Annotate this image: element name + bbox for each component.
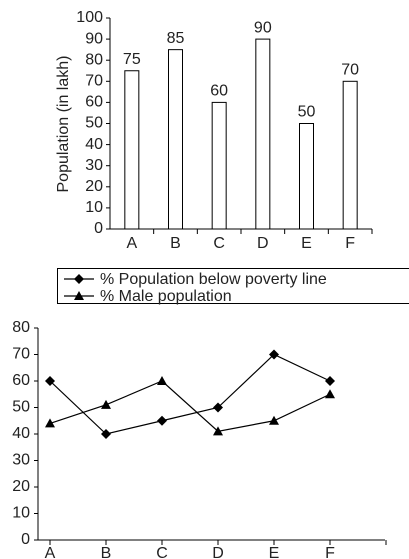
bar [211,101,227,230]
triangle-marker [213,426,223,436]
bar [255,38,271,230]
x-tick-label: B [101,545,112,559]
triangle-marker [74,291,84,300]
y-tick-label: 10 [12,505,30,522]
y-tick-label: 80 [12,319,30,336]
triangle-marker [325,389,335,399]
y-tick-label: 70 [12,346,30,363]
y-tick-label: 20 [85,178,103,195]
y-tick-label: 40 [85,136,103,153]
legend-label: % Population below poverty line [100,271,327,288]
y-tick-label: 80 [85,51,103,68]
x-tick-label: E [301,235,312,252]
y-tick-label: 60 [12,372,30,389]
y-tick-label: 100 [76,9,103,26]
data-label: 60 [210,83,228,100]
x-tick-label: E [269,545,280,559]
bar [299,123,314,230]
data-label: 70 [341,62,359,79]
y-tick-label: 10 [85,199,103,216]
x-tick-label: B [170,235,181,252]
y-axis-label: Population (in lakh) [55,56,72,193]
legend-label: % Male population [100,288,232,305]
y-tick-label: 30 [12,452,30,469]
diamond-marker [45,376,55,386]
y-tick-label: 70 [85,73,103,90]
diamond-marker [101,429,111,439]
legend-box [57,268,409,304]
triangle-marker [101,399,111,409]
diamond-marker [213,402,223,413]
x-tick-label: F [325,545,335,559]
triangle-marker [45,418,55,428]
y-tick-label: 30 [85,157,103,174]
x-tick-label: C [213,235,225,252]
diamond-marker [74,274,84,284]
data-label: 85 [167,30,185,47]
y-tick-label: 20 [12,478,30,495]
series-line [49,380,331,432]
diamond-marker [269,349,279,360]
y-tick-label: 0 [21,531,30,548]
data-label: 75 [123,51,141,68]
bar [342,80,358,230]
x-tick-label: A [126,235,137,252]
data-label: 50 [298,104,316,121]
x-tick-label: D [212,545,224,559]
x-tick-label: D [257,235,269,252]
x-tick-label: A [45,545,56,559]
y-tick-label: 90 [85,30,103,47]
data-label: 90 [254,19,272,36]
bar [168,49,183,230]
y-tick-label: 0 [94,220,103,237]
series-line [49,353,331,435]
x-tick-label: F [345,235,355,252]
diamond-marker [157,415,167,426]
y-tick-label: 50 [12,399,30,416]
y-tick-label: 40 [12,425,30,442]
triangle-marker [269,415,279,425]
y-tick-label: 60 [85,94,103,111]
y-tick-label: 50 [85,115,103,132]
bar [124,70,140,230]
x-tick-label: C [156,545,168,559]
diamond-marker [325,376,335,386]
triangle-marker [157,376,167,385]
